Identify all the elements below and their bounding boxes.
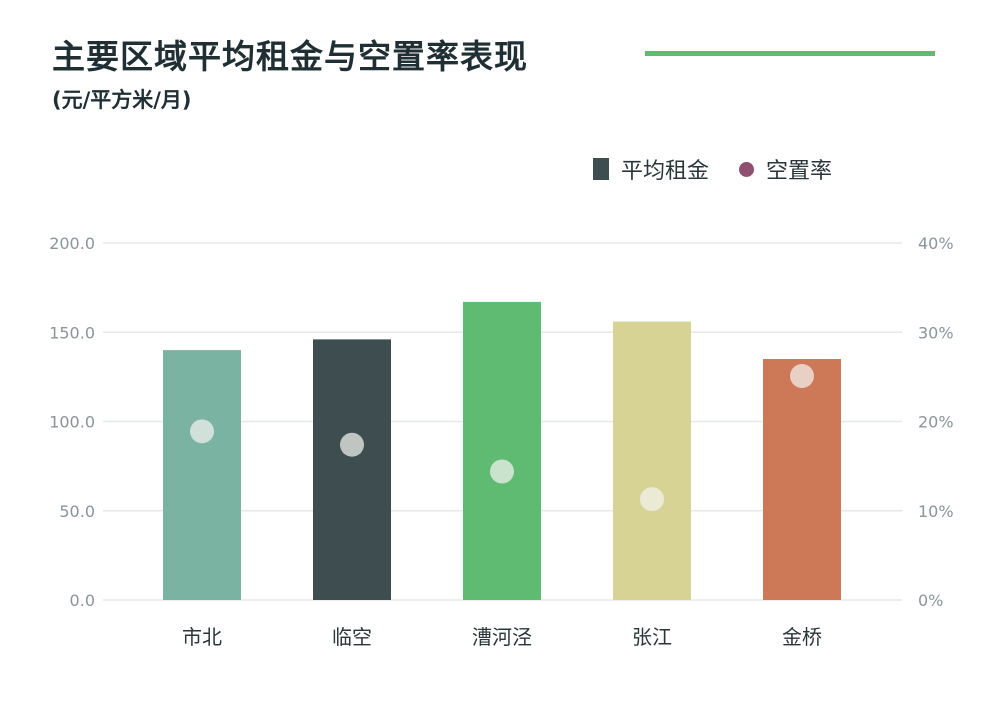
legend-swatch-rent bbox=[593, 158, 609, 180]
vacancy-dot bbox=[790, 363, 814, 388]
y-right-tick-label: 10% bbox=[918, 502, 954, 521]
y-right-tick-label: 20% bbox=[918, 413, 954, 432]
y-right-tick-label: 0% bbox=[918, 591, 943, 610]
legend-item-vacancy: 空置率 bbox=[739, 153, 832, 185]
legend-label-vacancy: 空置率 bbox=[766, 159, 833, 184]
x-category-label: 金桥 bbox=[782, 625, 822, 649]
y-left-tick-label: 0.0 bbox=[70, 591, 95, 610]
y-left-tick-label: 200.0 bbox=[49, 234, 95, 253]
y-right-tick-label: 40% bbox=[918, 234, 954, 253]
y-left-tick-label: 100.0 bbox=[49, 413, 95, 432]
y-left-tick-label: 150.0 bbox=[49, 323, 95, 342]
title-accent-rule bbox=[645, 51, 935, 56]
x-category-label: 漕河泾 bbox=[472, 625, 532, 649]
y-right-tick-label: 30% bbox=[918, 323, 954, 342]
legend-swatch-vacancy bbox=[739, 161, 755, 177]
bar bbox=[613, 321, 691, 600]
x-category-label: 张江 bbox=[632, 625, 672, 649]
bar bbox=[763, 359, 841, 600]
chart-title: 主要区域平均租金与空置率表现 bbox=[52, 37, 528, 76]
vacancy-dot bbox=[490, 459, 514, 484]
legend-label-rent: 平均租金 bbox=[621, 159, 710, 184]
bar bbox=[163, 350, 241, 600]
x-category-label: 临空 bbox=[332, 625, 372, 649]
vacancy-dot bbox=[640, 487, 664, 512]
bar bbox=[463, 301, 541, 600]
vacancy-dot bbox=[340, 432, 364, 457]
unit-label: (元/平方米/月) bbox=[52, 88, 192, 112]
legend-item-rent: 平均租金 bbox=[593, 153, 709, 185]
y-left-tick-label: 50.0 bbox=[59, 502, 95, 521]
vacancy-dot bbox=[190, 419, 214, 444]
bar bbox=[313, 339, 391, 600]
x-category-label: 市北 bbox=[182, 625, 222, 649]
legend: 平均租金 空置率 bbox=[593, 153, 862, 185]
